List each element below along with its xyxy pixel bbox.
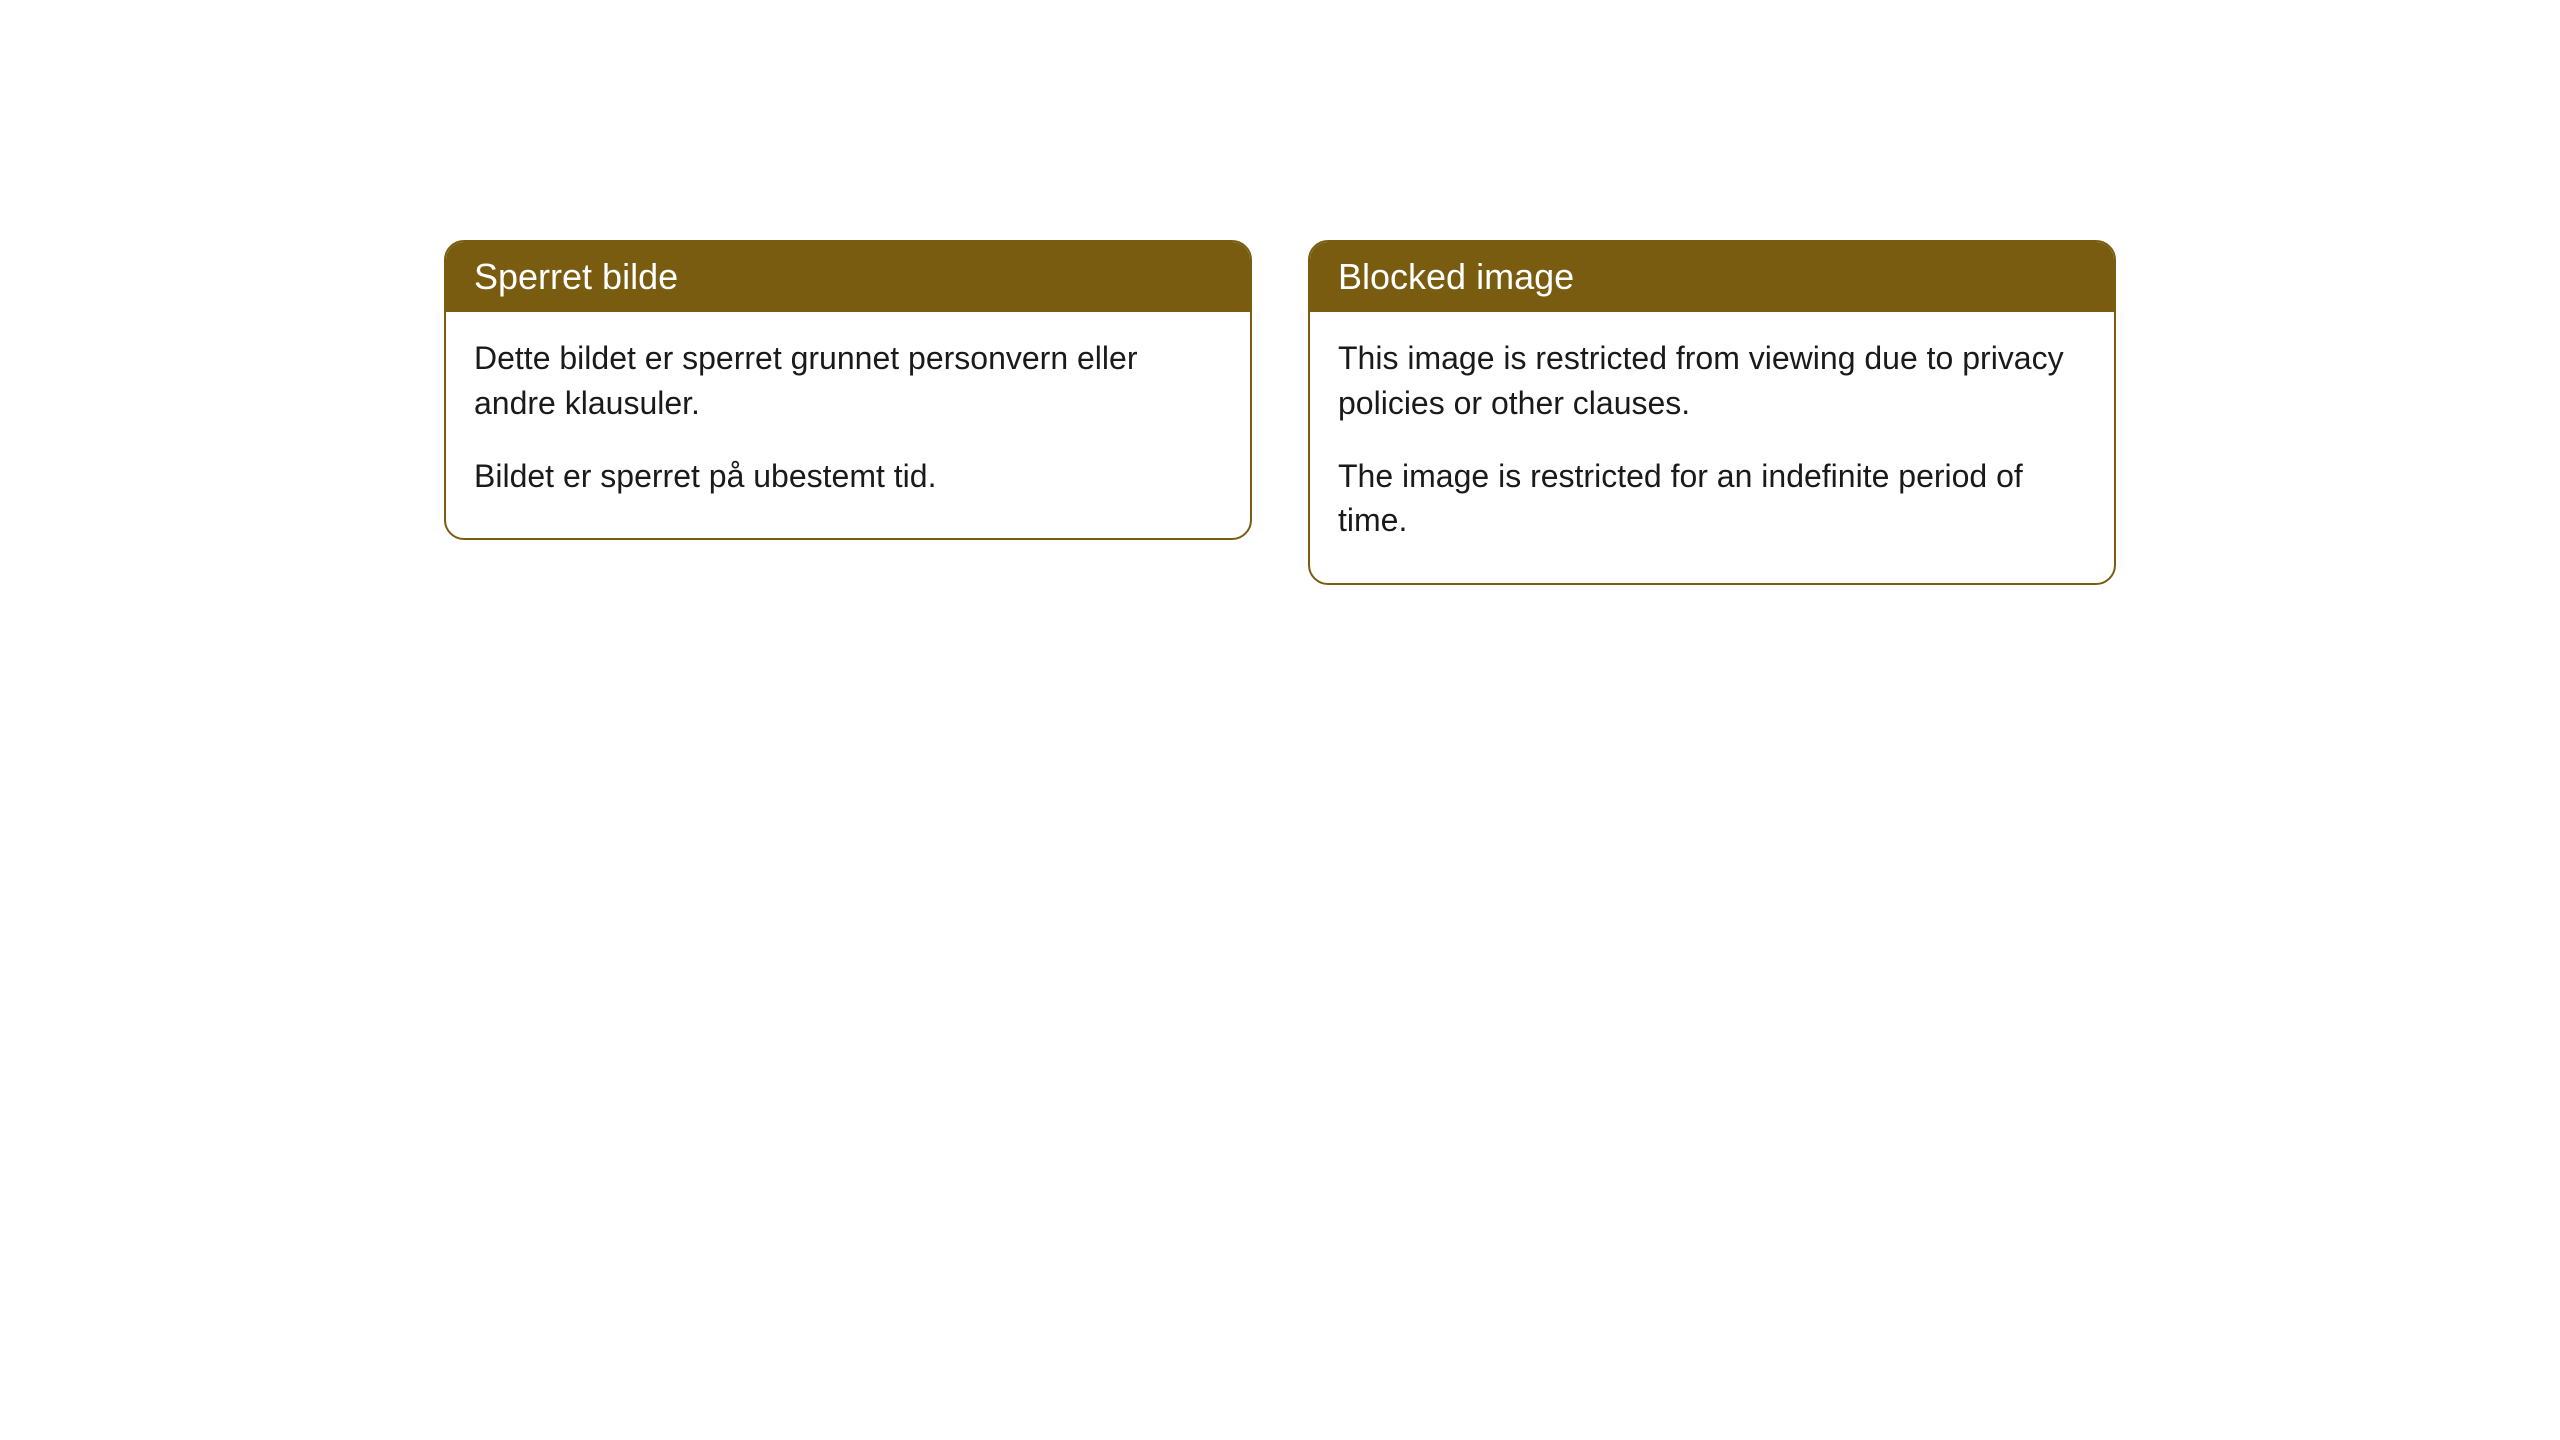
blocked-image-notice-en: Blocked image This image is restricted f… — [1308, 240, 2116, 585]
notice-body: Dette bildet er sperret grunnet personve… — [446, 312, 1250, 538]
notice-paragraph-2: The image is restricted for an indefinit… — [1338, 454, 2086, 544]
notice-paragraph-2: Bildet er sperret på ubestemt tid. — [474, 454, 1222, 499]
notice-paragraph-1: Dette bildet er sperret grunnet personve… — [474, 336, 1222, 426]
notice-body: This image is restricted from viewing du… — [1310, 312, 2114, 583]
blocked-image-notice-no: Sperret bilde Dette bildet er sperret gr… — [444, 240, 1252, 540]
notice-paragraph-1: This image is restricted from viewing du… — [1338, 336, 2086, 426]
notice-title: Blocked image — [1310, 242, 2114, 312]
notice-title: Sperret bilde — [446, 242, 1250, 312]
